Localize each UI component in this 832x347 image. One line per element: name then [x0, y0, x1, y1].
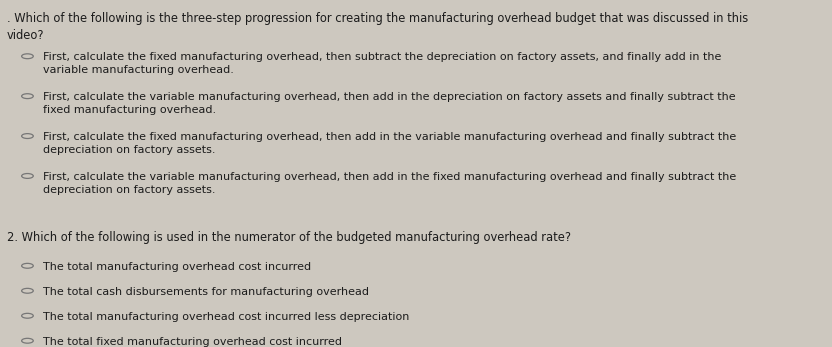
Circle shape [22, 263, 33, 268]
Circle shape [22, 54, 33, 59]
Circle shape [22, 288, 33, 293]
Circle shape [22, 174, 33, 178]
Text: First, calculate the fixed manufacturing overhead, then add in the variable manu: First, calculate the fixed manufacturing… [43, 132, 736, 155]
Text: First, calculate the variable manufacturing overhead, then add in the fixed manu: First, calculate the variable manufactur… [43, 172, 736, 195]
Circle shape [22, 338, 33, 343]
Text: First, calculate the variable manufacturing overhead, then add in the depreciati: First, calculate the variable manufactur… [43, 92, 735, 115]
Circle shape [22, 313, 33, 318]
Text: The total fixed manufacturing overhead cost incurred: The total fixed manufacturing overhead c… [43, 337, 342, 347]
Text: First, calculate the fixed manufacturing overhead, then subtract the depreciatio: First, calculate the fixed manufacturing… [43, 52, 721, 75]
Circle shape [22, 94, 33, 99]
Text: The total manufacturing overhead cost incurred less depreciation: The total manufacturing overhead cost in… [43, 312, 409, 322]
Text: The total cash disbursements for manufacturing overhead: The total cash disbursements for manufac… [43, 287, 369, 297]
Text: . Which of the following is the three-step progression for creating the manufact: . Which of the following is the three-st… [7, 12, 748, 42]
Text: 2. Which of the following is used in the numerator of the budgeted manufacturing: 2. Which of the following is used in the… [7, 231, 571, 244]
Circle shape [22, 134, 33, 138]
Text: The total manufacturing overhead cost incurred: The total manufacturing overhead cost in… [43, 262, 311, 272]
